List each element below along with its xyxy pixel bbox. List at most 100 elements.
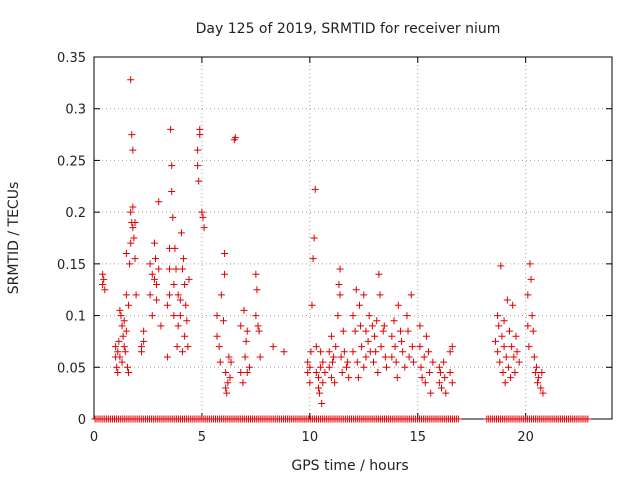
data-point — [174, 291, 182, 299]
data-point — [140, 337, 148, 345]
chart-title: Day 125 of 2019, SRMTID for receiver niu… — [196, 21, 501, 37]
data-point — [309, 255, 317, 263]
data-point — [584, 415, 592, 423]
data-point — [399, 348, 407, 356]
data-point — [535, 374, 543, 382]
data-point — [185, 275, 193, 283]
data-point — [215, 343, 223, 351]
data-point — [394, 301, 402, 309]
data-point — [146, 291, 154, 299]
data-point — [538, 368, 546, 376]
data-point — [150, 239, 158, 247]
data-point — [446, 368, 454, 376]
data-point — [446, 348, 454, 356]
data-point — [510, 353, 518, 361]
data-point — [216, 358, 224, 366]
data-point — [401, 363, 409, 371]
data-point — [178, 265, 186, 273]
data-point — [368, 322, 376, 330]
data-point — [223, 389, 231, 397]
data-point — [269, 343, 277, 351]
data-point — [178, 348, 186, 356]
data-point — [131, 218, 139, 226]
data-point — [129, 146, 137, 154]
data-point — [113, 363, 121, 371]
data-point — [237, 322, 245, 330]
data-point — [537, 384, 545, 392]
data-point — [181, 281, 189, 289]
data-point — [163, 353, 171, 361]
data-point — [152, 255, 160, 263]
data-point — [435, 363, 443, 371]
data-point — [343, 363, 351, 371]
data-point — [163, 301, 171, 309]
data-point — [254, 322, 262, 330]
data-point — [99, 270, 107, 278]
data-point — [321, 368, 329, 376]
data-point — [181, 332, 189, 340]
data-point — [509, 301, 517, 309]
data-point — [426, 368, 434, 376]
data-point — [131, 255, 139, 263]
data-point — [362, 353, 370, 361]
data-point — [122, 250, 130, 258]
data-point — [312, 343, 320, 351]
data-point — [327, 374, 335, 382]
data-point — [325, 348, 333, 356]
data-point — [176, 312, 184, 320]
data-point — [407, 291, 415, 299]
data-point — [513, 348, 521, 356]
data-point — [504, 363, 512, 371]
data-point — [172, 265, 180, 273]
data-point — [146, 260, 154, 268]
data-point — [499, 368, 507, 376]
data-point — [440, 358, 448, 366]
data-point — [112, 343, 120, 351]
data-point — [221, 250, 229, 258]
data-point — [316, 389, 324, 397]
data-point — [114, 368, 122, 376]
data-point — [335, 281, 343, 289]
y-tick-label: 0.15 — [57, 258, 86, 273]
data-point — [375, 270, 383, 278]
data-point — [311, 185, 319, 193]
data-point — [239, 379, 247, 387]
data-point — [421, 379, 429, 387]
data-point — [332, 343, 340, 351]
data-point — [512, 332, 520, 340]
x-tick-label: 10 — [302, 430, 319, 445]
data-point — [119, 332, 127, 340]
data-point — [527, 275, 535, 283]
data-points — [91, 76, 592, 423]
data-point — [364, 337, 372, 345]
data-point — [405, 353, 413, 361]
data-point — [436, 368, 444, 376]
data-point — [525, 343, 533, 351]
data-point — [224, 379, 232, 387]
data-point — [495, 322, 503, 330]
data-point — [100, 275, 108, 283]
data-point — [351, 327, 359, 335]
data-point — [318, 399, 326, 407]
data-point — [408, 343, 416, 351]
y-axis-label: SRMTID / TECUs — [6, 182, 22, 295]
data-point — [120, 317, 128, 325]
data-point — [174, 322, 182, 330]
data-point — [500, 343, 508, 351]
data-point — [115, 337, 123, 345]
data-point — [505, 327, 513, 335]
data-point — [118, 322, 126, 330]
data-point — [227, 358, 235, 366]
data-point — [531, 368, 539, 376]
y-tick-label: 0.25 — [57, 154, 86, 169]
data-point — [503, 296, 511, 304]
data-point — [243, 327, 251, 335]
data-point — [379, 327, 387, 335]
data-point — [217, 291, 225, 299]
data-point — [184, 343, 192, 351]
data-point — [126, 260, 134, 268]
data-point — [427, 389, 435, 397]
data-point — [128, 131, 136, 139]
data-point — [360, 291, 368, 299]
data-point — [355, 301, 363, 309]
